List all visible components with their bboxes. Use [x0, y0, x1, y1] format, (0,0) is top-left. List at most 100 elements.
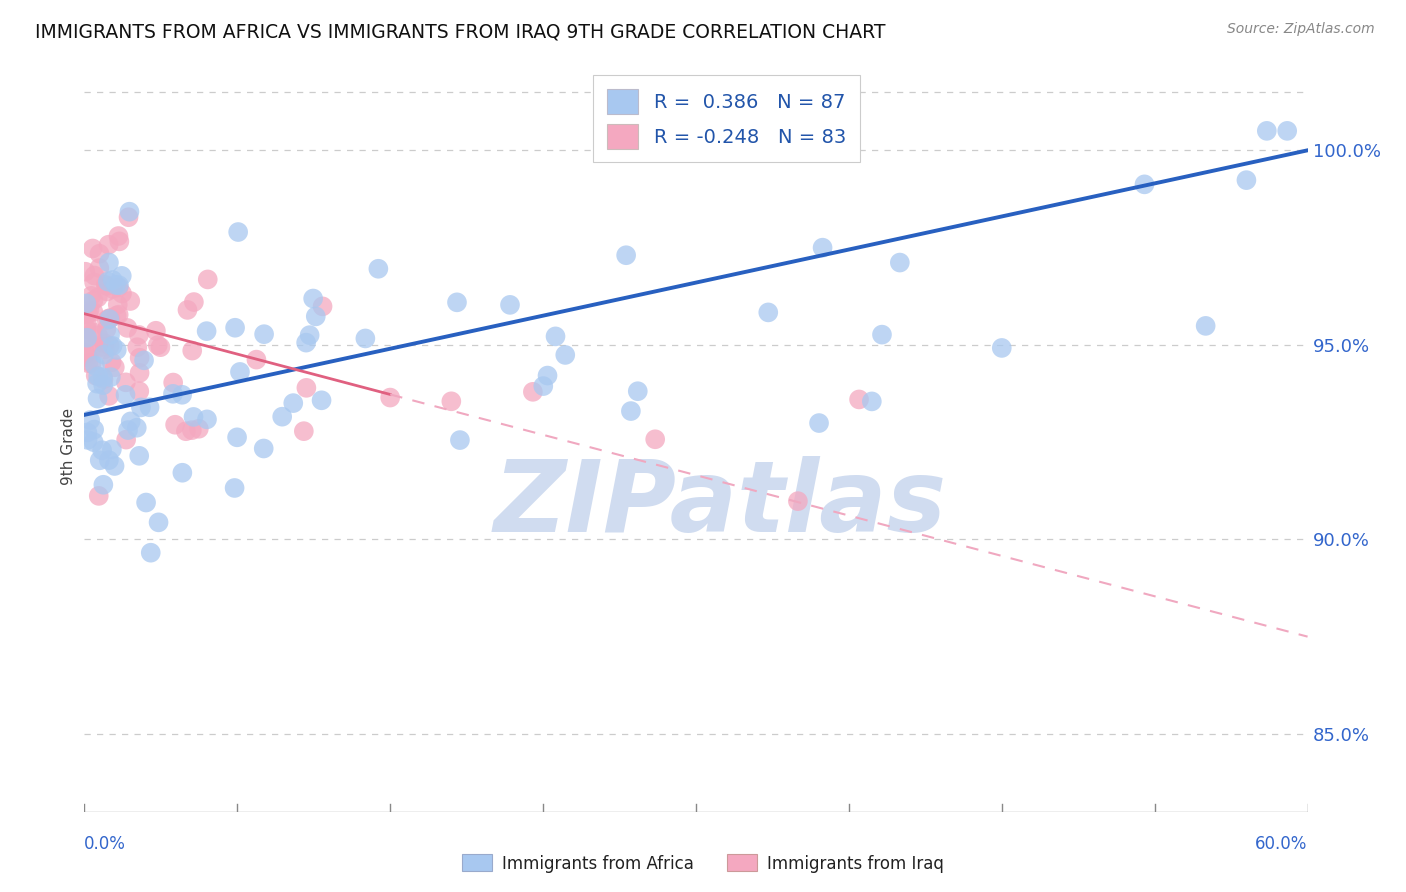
Point: [87, 291, 110, 305]
Legend: R =  0.386   N = 87, R = -0.248   N = 83: R = 0.386 N = 87, R = -0.248 N = 83: [593, 75, 859, 162]
Legend: Immigrants from Africa, Immigrants from Iraq: Immigrants from Africa, Immigrants from …: [456, 847, 950, 880]
Point: [446, 295, 468, 310]
Point: [93, 348, 115, 362]
Point: [76, 433, 98, 447]
Point: [554, 348, 576, 362]
Point: [295, 335, 318, 350]
Point: [128, 327, 150, 342]
Point: [172, 388, 194, 402]
Point: [76, 322, 98, 336]
Point: [117, 321, 139, 335]
Point: [83, 276, 105, 290]
Point: [224, 481, 246, 495]
Point: [108, 235, 131, 249]
Point: [195, 324, 218, 338]
Point: [536, 368, 558, 383]
Point: [77, 307, 100, 321]
Point: [292, 424, 315, 438]
Point: [162, 376, 184, 390]
Point: [283, 396, 305, 410]
Point: [1195, 318, 1218, 333]
Point: [98, 389, 121, 403]
Point: [787, 494, 810, 508]
Point: [128, 351, 150, 365]
Point: [226, 225, 249, 239]
Point: [97, 275, 120, 289]
Point: [105, 309, 128, 323]
Point: [174, 424, 197, 438]
Point: [75, 331, 97, 345]
Point: [83, 423, 105, 437]
Point: [870, 327, 893, 342]
Point: [86, 392, 108, 406]
Point: [183, 295, 205, 310]
Point: [120, 293, 142, 308]
Point: [165, 417, 187, 432]
Point: [76, 317, 98, 331]
Point: [367, 261, 389, 276]
Point: [101, 339, 124, 353]
Point: [101, 442, 124, 457]
Point: [305, 310, 328, 324]
Point: [176, 302, 198, 317]
Point: [82, 325, 104, 339]
Point: [96, 322, 118, 336]
Point: [991, 341, 1014, 355]
Point: [271, 409, 294, 424]
Point: [354, 331, 377, 345]
Point: [104, 360, 127, 375]
Point: [1256, 124, 1278, 138]
Point: [83, 435, 105, 450]
Point: [75, 308, 97, 322]
Point: [83, 268, 105, 283]
Point: [380, 391, 402, 405]
Point: [183, 409, 205, 424]
Point: [76, 350, 98, 364]
Point: [544, 329, 567, 343]
Point: [75, 265, 97, 279]
Point: [84, 359, 107, 373]
Point: [91, 443, 114, 458]
Point: [98, 312, 121, 326]
Point: [889, 255, 911, 269]
Point: [75, 296, 97, 310]
Point: [1277, 124, 1299, 138]
Point: [138, 401, 160, 415]
Point: [107, 280, 129, 294]
Point: [87, 369, 110, 384]
Point: [80, 289, 103, 303]
Text: Source: ZipAtlas.com: Source: ZipAtlas.com: [1227, 22, 1375, 37]
Point: [115, 376, 138, 390]
Point: [108, 278, 131, 293]
Point: [302, 292, 325, 306]
Point: [107, 308, 129, 322]
Y-axis label: 9th Grade: 9th Grade: [60, 408, 76, 484]
Point: [82, 293, 104, 308]
Point: [145, 324, 167, 338]
Point: [100, 355, 122, 369]
Point: [96, 313, 118, 327]
Point: [224, 320, 246, 334]
Point: [531, 379, 554, 393]
Point: [87, 328, 110, 343]
Point: [180, 423, 202, 437]
Point: [808, 416, 831, 430]
Point: [91, 370, 114, 384]
Point: [82, 242, 104, 256]
Point: [127, 340, 149, 354]
Point: [96, 279, 118, 293]
Point: [89, 246, 111, 260]
Point: [499, 298, 522, 312]
Point: [245, 352, 267, 367]
Point: [860, 394, 883, 409]
Point: [87, 489, 110, 503]
Point: [162, 386, 184, 401]
Point: [1133, 178, 1156, 192]
Point: [449, 433, 471, 447]
Point: [811, 241, 834, 255]
Point: [120, 414, 142, 428]
Point: [93, 343, 115, 357]
Text: IMMIGRANTS FROM AFRICA VS IMMIGRANTS FROM IRAQ 9TH GRADE CORRELATION CHART: IMMIGRANTS FROM AFRICA VS IMMIGRANTS FRO…: [35, 22, 886, 41]
Point: [253, 327, 276, 342]
Point: [148, 516, 170, 530]
